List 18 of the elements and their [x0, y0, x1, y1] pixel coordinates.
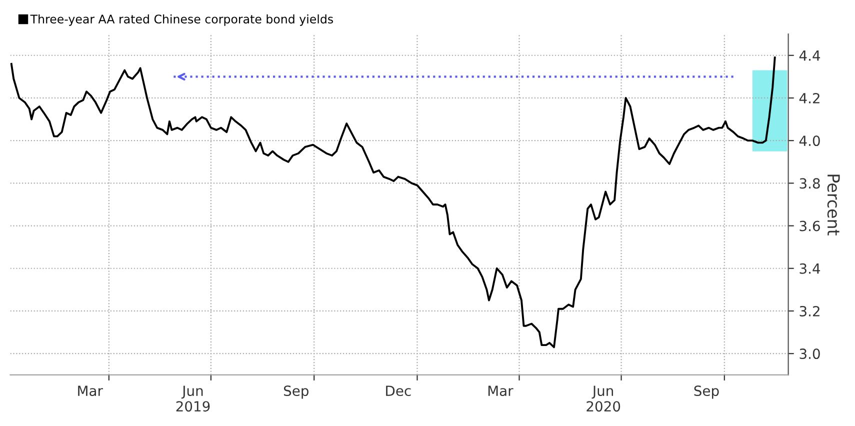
y-tick-label: 3.8 [800, 178, 820, 189]
x-tick-label: Sep [284, 386, 308, 399]
y-tick-label: 4.4 [799, 50, 820, 61]
y-axis-title: Percent [827, 174, 840, 236]
x-tick-label: Jun 2020 [586, 386, 620, 412]
x-tick-label: Dec [386, 386, 411, 396]
x-tick-label: Mar [78, 386, 103, 396]
x-tick-label: Jun 2019 [176, 386, 210, 412]
x-tick-label: Mar [488, 386, 514, 396]
legend-label: Three-year AA rated Chinese corporate bond yields [30, 14, 333, 26]
y-tick-label: 4.0 [799, 136, 820, 146]
y-tick-label: 3.0 [800, 348, 820, 360]
y-tick-label: 4.2 [799, 92, 820, 104]
x-tick-label: Sep [694, 386, 719, 399]
y-tick-label: 3.4 [800, 263, 820, 274]
y-tick-label: 3.2 [800, 306, 820, 316]
line-series [10, 56, 776, 348]
y-tick-label: 3.6 [800, 220, 820, 232]
